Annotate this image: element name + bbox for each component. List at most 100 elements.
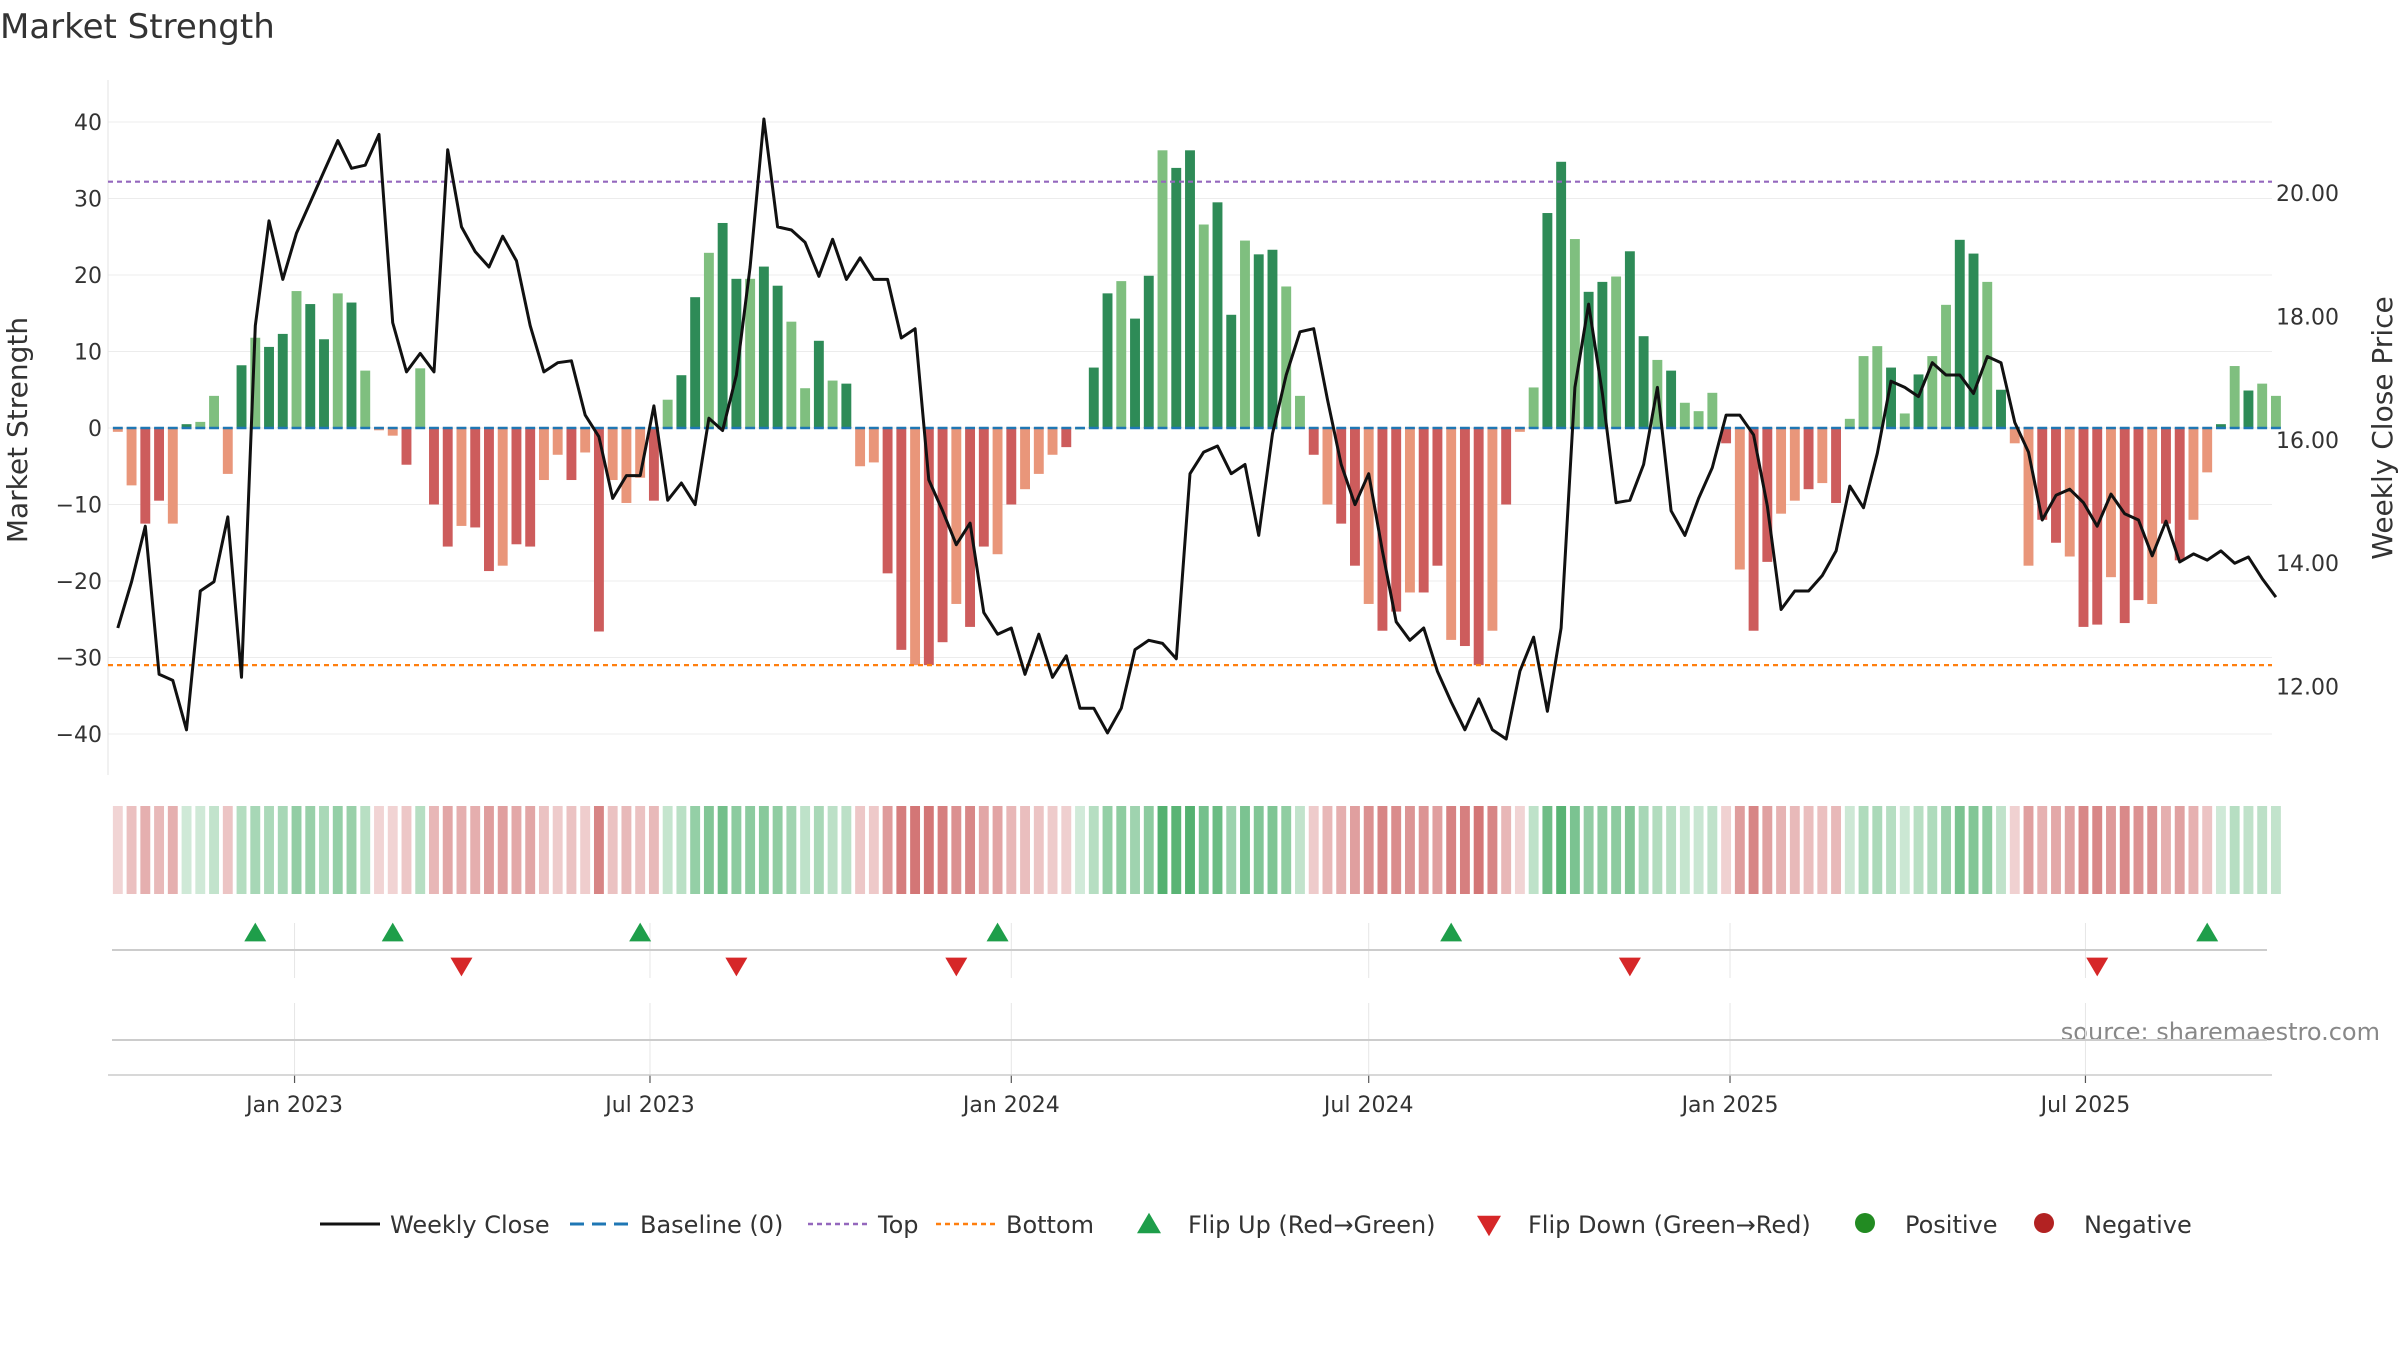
heat-cell	[195, 806, 206, 894]
legend-label: Flip Up (Red→Green)	[1188, 1211, 1436, 1239]
heat-cell	[250, 806, 261, 894]
strength-bar	[676, 375, 687, 428]
flip-up-marker	[986, 922, 1009, 942]
heat-cell	[1982, 806, 1993, 894]
strength-bar	[1253, 254, 1264, 428]
strength-bar	[1198, 224, 1209, 428]
heat-cell	[2023, 806, 2034, 894]
heat-cell	[731, 806, 742, 894]
strength-bar	[415, 368, 426, 428]
strength-bar	[1459, 428, 1470, 647]
strength-bar	[2188, 428, 2199, 520]
strength-bar	[1624, 251, 1635, 428]
y2-tick-label: 12.00	[2276, 676, 2339, 701]
heat-cell	[1597, 806, 1608, 894]
heat-cell	[2009, 806, 2020, 894]
strength-bar	[222, 428, 233, 474]
heat-cell	[1350, 806, 1360, 894]
y2-tick-label: 18.00	[2276, 305, 2339, 330]
strength-bar	[1899, 413, 1910, 428]
strength-bar	[1844, 418, 1855, 428]
strength-bar	[429, 428, 439, 505]
heat-cell	[1363, 806, 1374, 894]
strength-bar	[1886, 367, 1896, 428]
heat-cell	[291, 806, 302, 894]
strength-bar	[566, 428, 577, 481]
strength-bar	[1020, 428, 1030, 490]
heat-cell	[484, 806, 494, 894]
strength-bar	[2051, 428, 2061, 543]
strength-bar	[1927, 356, 1938, 428]
heat-cell	[222, 806, 233, 894]
y-tick-label: −30	[56, 647, 102, 672]
strength-bar	[1281, 286, 1292, 428]
heat-cell	[525, 806, 536, 894]
heat-cell	[277, 806, 288, 894]
heat-cell	[1817, 806, 1828, 894]
strength-bar	[731, 278, 742, 428]
strength-bar	[1487, 428, 1498, 631]
legend-label: Top	[877, 1211, 919, 1239]
heat-cell	[1322, 806, 1333, 894]
heat-cell	[538, 806, 549, 894]
strength-bar	[1006, 428, 1017, 505]
x-tick-label: Jan 2025	[1680, 1093, 1779, 1118]
legend-label: Baseline (0)	[640, 1211, 783, 1239]
heat-cell	[1075, 806, 1085, 894]
strength-heat-strip	[112, 806, 2281, 894]
heat-cell	[690, 806, 701, 894]
heat-cell	[154, 806, 165, 894]
strength-bar	[195, 421, 206, 428]
heat-cell	[1240, 806, 1250, 894]
heat-cell	[1954, 806, 1965, 894]
heat-cell	[1748, 806, 1759, 894]
strength-bar	[1748, 428, 1759, 631]
heat-cell	[1652, 806, 1663, 894]
heat-cell	[676, 806, 687, 894]
strength-bar	[1679, 402, 1690, 428]
heat-cell	[937, 806, 948, 894]
heat-cell	[635, 806, 646, 894]
legend-label: Bottom	[1006, 1211, 1094, 1239]
strength-bar	[1267, 249, 1278, 428]
heat-cell	[1226, 806, 1237, 894]
strength-bar	[264, 346, 274, 428]
strength-bar	[250, 337, 261, 428]
strength-bar	[291, 291, 302, 428]
strength-bar	[360, 370, 371, 428]
heat-cell	[648, 806, 659, 894]
strength-bar	[538, 428, 549, 481]
heat-cell	[662, 806, 673, 894]
weekly-close-line	[116, 117, 2278, 741]
strength-bar	[1033, 428, 1044, 474]
strength-bars	[112, 150, 2281, 666]
heat-cell	[1501, 806, 1512, 894]
heat-cell	[827, 806, 838, 894]
strength-bar	[2023, 428, 2034, 566]
heat-cell	[1212, 806, 1223, 894]
heat-cell	[346, 806, 357, 894]
strength-bar	[2229, 366, 2240, 428]
y-tick-label: 20	[74, 264, 102, 289]
heat-cell	[1514, 806, 1525, 894]
legend-swatch-flip-up	[1137, 1212, 1161, 1234]
heat-cell	[1968, 806, 1979, 894]
heat-cell	[1143, 806, 1154, 894]
heat-cell	[401, 806, 412, 894]
heat-cell	[1941, 806, 1951, 894]
heat-cell	[1542, 806, 1553, 894]
strength-bar	[140, 428, 151, 524]
y-tick-label: 40	[74, 111, 102, 136]
y2-tick-label: 20.00	[2276, 182, 2339, 207]
heat-cell	[1899, 806, 1910, 894]
flip-down-marker	[725, 957, 748, 977]
legend: Weekly Close Baseline (0) Top Bottom Flip Up…	[320, 1211, 2192, 1239]
strength-bar	[2174, 428, 2185, 561]
flip-up-marker	[2196, 922, 2219, 942]
strength-bar	[112, 428, 123, 432]
strength-bar	[593, 428, 604, 632]
heat-cell	[1020, 806, 1030, 894]
strength-bar	[2119, 428, 2130, 624]
heat-cell	[112, 806, 123, 894]
x-tick-label: Jul 2024	[1322, 1093, 1414, 1118]
